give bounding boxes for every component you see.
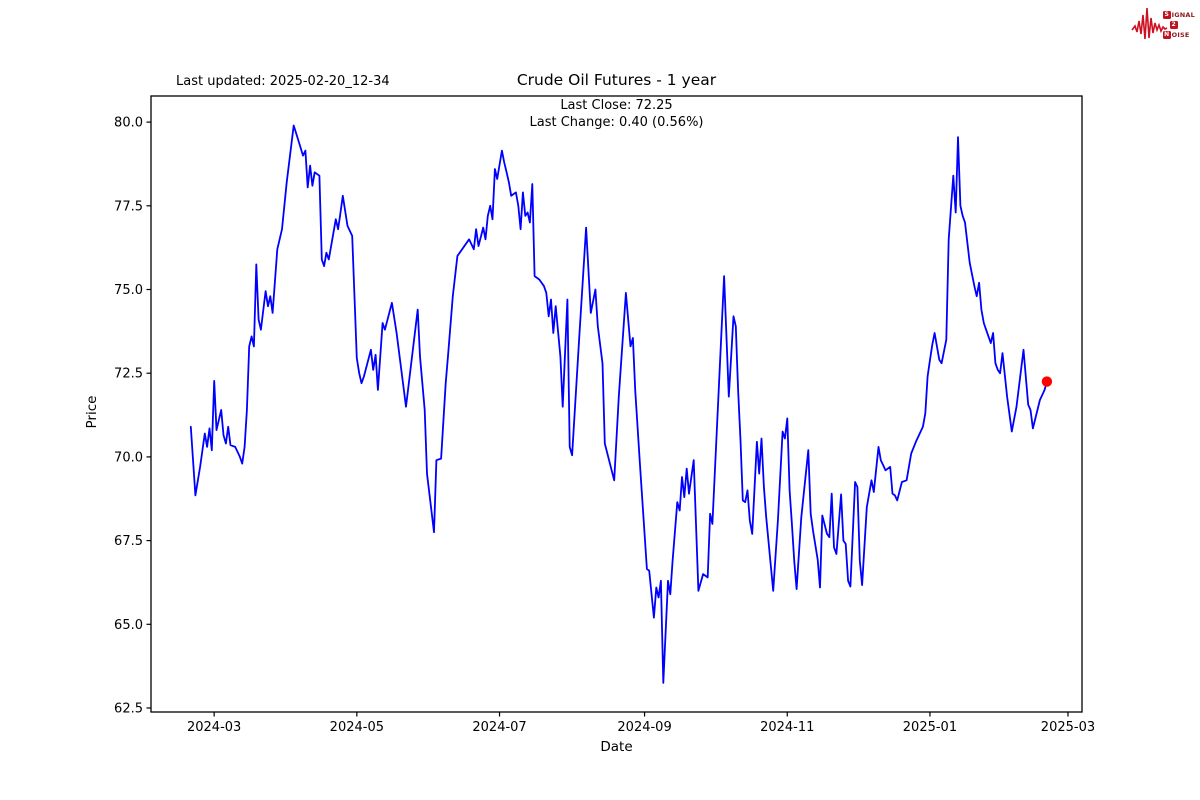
- y-tick-label: 75.0: [114, 283, 143, 298]
- logo-row: 2: [1169, 21, 1195, 30]
- y-tick-label: 77.5: [114, 199, 143, 214]
- y-tick-label: 70.0: [114, 450, 143, 465]
- logo-row: N OISE: [1162, 31, 1195, 40]
- x-axis-title: Date: [600, 739, 632, 755]
- logo-row: S IGNAL: [1162, 11, 1195, 20]
- y-tick-label: 67.5: [114, 534, 143, 549]
- y-axis-title: Price: [84, 396, 100, 429]
- logo-letters: OISE: [1171, 31, 1190, 39]
- y-tick-label: 65.0: [114, 618, 143, 633]
- y-tick-label: 62.5: [114, 701, 143, 716]
- last-price-marker: [1041, 376, 1053, 387]
- x-tick-label: 2024-03: [187, 720, 241, 735]
- logo-waveform-icon: [1130, 7, 1167, 40]
- logo-text: S IGNAL 2 N OISE: [1162, 11, 1195, 40]
- signal2noise-logo: S IGNAL 2 N OISE: [1130, 4, 1195, 44]
- chart-title: Crude Oil Futures - 1 year: [516, 71, 717, 89]
- x-tick-label: 2025-01: [903, 720, 957, 735]
- x-tick-label: 2024-07: [472, 720, 526, 735]
- y-tick-label: 80.0: [114, 116, 143, 131]
- last-change-text: Last Change: 0.40 (0.56%): [529, 115, 704, 130]
- logo-letters: IGNAL: [1171, 11, 1195, 19]
- x-tick-label: 2025-03: [1041, 720, 1095, 735]
- x-tick-label: 2024-05: [330, 720, 384, 735]
- chart-subtitle: Last Close: 72.25 Last Change: 0.40 (0.5…: [151, 97, 1082, 131]
- y-tick-label: 72.5: [114, 367, 143, 382]
- logo-letter-box: 2: [1169, 21, 1178, 29]
- x-tick-label: 2024-11: [760, 720, 814, 735]
- plot-frame: [150, 95, 1083, 713]
- last-updated-text: Last updated: 2025-02-20_12-34: [176, 74, 390, 89]
- x-tick-label: 2024-09: [617, 720, 671, 735]
- last-close-text: Last Close: 72.25: [560, 98, 673, 113]
- logo-letter-box: N: [1162, 31, 1171, 39]
- price-line: [189, 124, 1048, 684]
- logo-letter-box: S: [1162, 11, 1171, 19]
